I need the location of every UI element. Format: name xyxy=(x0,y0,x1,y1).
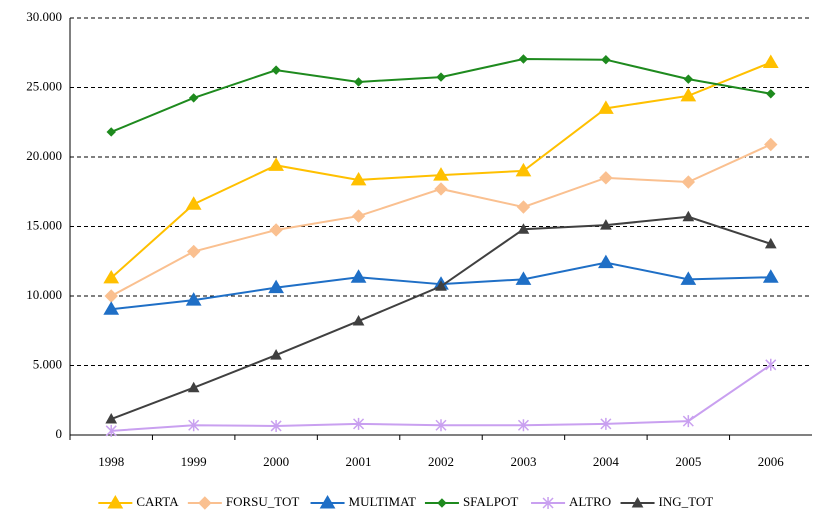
marker xyxy=(353,417,365,430)
legend-label: MULTIMAT xyxy=(349,494,416,509)
marker xyxy=(517,419,529,432)
x-tick-label: 1998 xyxy=(98,454,124,469)
marker xyxy=(104,289,118,303)
marker xyxy=(433,167,449,181)
marker xyxy=(185,196,202,210)
marker xyxy=(682,415,694,428)
marker xyxy=(517,223,530,234)
marker xyxy=(270,419,282,432)
x-tick-label: 2002 xyxy=(428,454,454,469)
marker xyxy=(598,254,614,269)
marker xyxy=(198,496,212,510)
marker xyxy=(762,54,779,68)
marker xyxy=(437,498,447,508)
marker xyxy=(600,417,612,430)
marker xyxy=(353,77,364,87)
y-tick-label: 0 xyxy=(56,426,63,441)
marker xyxy=(542,497,554,509)
marker xyxy=(765,358,777,371)
marker xyxy=(350,269,367,283)
legend-label: ALTRO xyxy=(569,494,611,509)
x-tick-label: 2005 xyxy=(675,454,701,469)
marker xyxy=(270,349,282,360)
marker xyxy=(187,381,200,393)
marker xyxy=(188,419,200,432)
marker xyxy=(351,209,366,223)
marker xyxy=(435,419,447,432)
marker xyxy=(515,271,532,285)
marker xyxy=(106,127,116,137)
x-tick-label: 1999 xyxy=(181,454,207,469)
marker xyxy=(103,301,120,315)
marker xyxy=(105,424,117,437)
marker xyxy=(269,223,283,237)
legend-label: SFALPOT xyxy=(463,494,518,509)
y-tick-label: 15.000 xyxy=(26,217,62,232)
marker xyxy=(352,314,365,326)
marker xyxy=(319,495,336,509)
marker xyxy=(681,175,696,189)
x-tick-label: 2006 xyxy=(758,454,785,469)
legend-label: FORSU_TOT xyxy=(226,494,300,509)
marker xyxy=(268,279,284,294)
marker xyxy=(680,271,697,285)
marker xyxy=(107,495,124,509)
y-tick-label: 25.000 xyxy=(26,78,62,93)
marker xyxy=(435,280,447,291)
marker xyxy=(268,157,284,171)
marker xyxy=(436,72,446,82)
y-tick-label: 5.000 xyxy=(33,356,62,371)
marker xyxy=(434,182,448,196)
marker xyxy=(631,496,644,508)
y-tick-label: 10.000 xyxy=(26,287,62,302)
y-tick-label: 20.000 xyxy=(26,148,62,163)
x-tick-label: 2004 xyxy=(593,454,620,469)
marker xyxy=(188,93,199,103)
marker xyxy=(103,269,120,284)
marker xyxy=(600,219,612,230)
y-tick-label: 30.000 xyxy=(26,9,62,24)
marker xyxy=(764,137,778,152)
marker xyxy=(515,162,532,177)
marker xyxy=(766,89,776,99)
marker xyxy=(762,269,779,283)
marker xyxy=(185,292,202,306)
marker xyxy=(601,54,611,65)
marker xyxy=(105,412,118,424)
marker xyxy=(516,200,531,214)
marker xyxy=(598,100,614,114)
marker xyxy=(764,237,777,249)
marker xyxy=(680,87,697,102)
x-tick-label: 2000 xyxy=(263,454,289,469)
series-line xyxy=(110,58,771,133)
marker xyxy=(271,65,281,75)
marker xyxy=(599,171,613,185)
legend-label: CARTA xyxy=(136,494,179,509)
legend-label: ING_TOT xyxy=(659,494,714,509)
marker xyxy=(682,210,695,222)
x-tick-label: 2003 xyxy=(510,454,536,469)
marker xyxy=(683,74,694,84)
x-tick-label: 2001 xyxy=(346,454,372,469)
marker xyxy=(350,171,367,186)
marker xyxy=(518,54,529,64)
marker xyxy=(186,244,201,259)
